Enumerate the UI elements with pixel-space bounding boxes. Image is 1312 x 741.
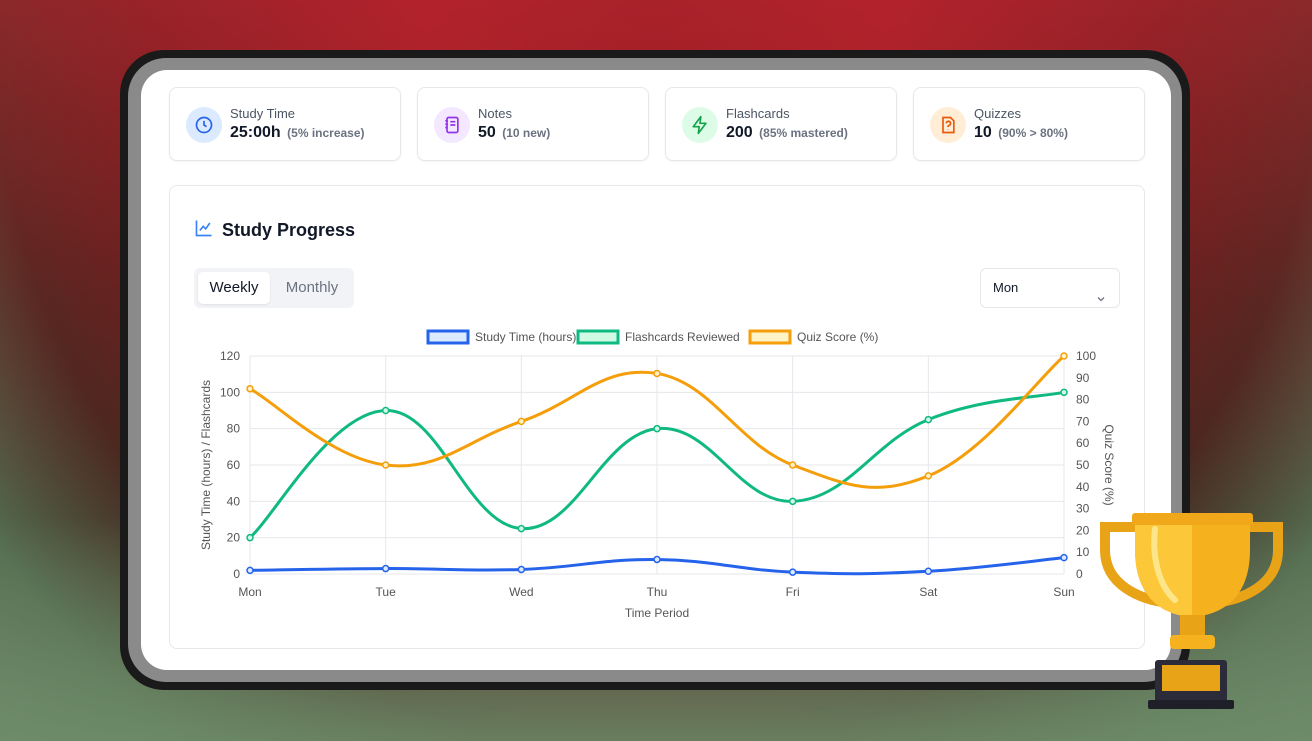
data-point xyxy=(517,565,526,574)
data-point xyxy=(381,461,390,469)
study-progress-card: Study Progress Weekly Monthly Mon 0 20 40 6… xyxy=(169,185,1145,649)
stat-label: Flashcards xyxy=(726,106,790,121)
stat-value: 10 (90% > 80%) xyxy=(974,124,1068,141)
period-tabs: Weekly Monthly xyxy=(194,268,354,308)
y-right-tick-label: 80 xyxy=(1076,393,1090,407)
x-tick-label: Thu xyxy=(647,585,668,599)
dashboard-screen: Study Time 25:00h (5% increase) Notes 50… xyxy=(141,70,1171,670)
x-tick-label: Wed xyxy=(509,585,533,599)
stat-card-study-time: Study Time 25:00h (5% increase) xyxy=(169,87,401,161)
data-point xyxy=(381,564,390,573)
lightning-icon xyxy=(682,107,718,143)
day-select[interactable]: Mon xyxy=(980,268,1120,308)
data-point xyxy=(246,533,254,542)
data-point xyxy=(517,524,526,533)
x-tick-label: Sat xyxy=(919,585,938,599)
data-point xyxy=(653,424,661,433)
data-point xyxy=(924,415,933,424)
stat-value: 200 (85% mastered) xyxy=(726,124,848,141)
x-tick-label: Fri xyxy=(786,585,800,599)
stat-label: Notes xyxy=(478,106,512,121)
clock-icon xyxy=(186,107,222,143)
y-tick-label: 100 xyxy=(220,385,240,399)
data-point xyxy=(246,384,254,393)
y-right-tick-label: 40 xyxy=(1076,480,1090,494)
notebook-icon xyxy=(434,107,470,143)
tab-monthly[interactable]: Monthly xyxy=(285,279,339,296)
x-tick-label: Tue xyxy=(376,585,397,599)
legend-swatch xyxy=(748,329,792,345)
data-point xyxy=(653,369,661,378)
legend-swatch xyxy=(426,329,470,345)
y-right-tick-label: 30 xyxy=(1076,502,1090,516)
y-right-tick-label: 50 xyxy=(1076,458,1090,472)
y-right-tick-label: 0 xyxy=(1076,567,1083,581)
x-tick-label: Mon xyxy=(238,585,261,599)
y-right-tick-label: 100 xyxy=(1076,349,1096,363)
stat-sub: (10 new) xyxy=(502,126,551,140)
stat-label: Quizzes xyxy=(974,106,1021,121)
data-point xyxy=(1060,352,1068,360)
legend-label: Quiz Score (%) xyxy=(797,330,878,344)
stat-label: Study Time xyxy=(230,106,296,121)
select-value: Mon xyxy=(993,280,1019,295)
stat-sub: (85% mastered) xyxy=(759,126,848,140)
tab-weekly[interactable]: Weekly xyxy=(198,272,270,304)
y-axis-title: Study Time (hours) / Flashcards xyxy=(199,380,213,550)
y-right-tick-label: 70 xyxy=(1076,414,1090,428)
y-right-tick-label: 60 xyxy=(1076,436,1090,450)
data-point xyxy=(246,566,254,575)
data-point xyxy=(788,568,797,576)
y-right-tick-label: 90 xyxy=(1076,371,1090,385)
stat-sub: (5% increase) xyxy=(287,126,365,140)
stat-card-quizzes: Quizzes 10 (90% > 80%) xyxy=(913,87,1145,161)
stat-value: 50 (10 new) xyxy=(478,124,551,141)
legend-swatch xyxy=(576,329,620,345)
data-point xyxy=(924,472,933,480)
data-point xyxy=(1060,388,1068,397)
legend-label: Study Time (hours) xyxy=(475,330,576,344)
x-axis-title: Time Period xyxy=(625,606,689,620)
x-tick-label: Sun xyxy=(1053,585,1074,599)
legend-label: Flashcards Reviewed xyxy=(625,330,740,344)
chevron-down-icon xyxy=(1095,282,1107,320)
y-tick-label: 80 xyxy=(227,422,241,436)
y-tick-label: 40 xyxy=(227,494,241,508)
y-tick-label: 0 xyxy=(233,567,240,581)
section-title: Study Progress xyxy=(222,220,356,240)
trophy-icon xyxy=(1100,505,1285,720)
quiz-icon xyxy=(930,107,966,143)
y-tick-label: 120 xyxy=(220,349,240,363)
stat-value: 25:00h (5% increase) xyxy=(230,124,365,141)
data-point xyxy=(653,555,661,564)
y-right-axis-title: Quiz Score (%) xyxy=(1102,424,1116,505)
data-point xyxy=(1060,553,1068,562)
data-point xyxy=(517,417,526,426)
stat-card-flashcards: Flashcards 200 (85% mastered) xyxy=(665,87,897,161)
y-tick-label: 20 xyxy=(227,531,241,545)
data-point xyxy=(381,406,390,415)
data-point xyxy=(924,567,933,576)
data-point xyxy=(788,497,797,506)
stat-card-notes: Notes 50 (10 new) xyxy=(417,87,649,161)
y-right-tick-label: 20 xyxy=(1076,523,1090,537)
line-chart-icon xyxy=(194,218,214,243)
stat-sub: (90% > 80%) xyxy=(998,126,1068,140)
data-point xyxy=(788,461,797,469)
y-tick-label: 60 xyxy=(227,458,241,472)
y-right-tick-label: 10 xyxy=(1076,545,1090,559)
